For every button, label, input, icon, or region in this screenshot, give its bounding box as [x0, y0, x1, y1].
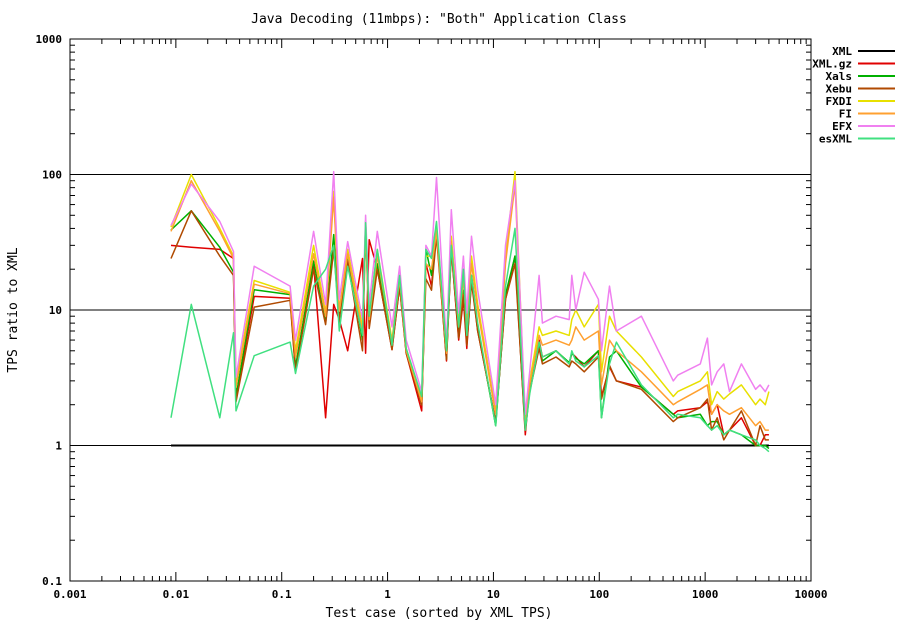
legend-label: EFX: [832, 120, 852, 133]
y-tick-label: 100: [42, 169, 62, 182]
y-tick-label: 1: [55, 440, 62, 453]
legend-label: FI: [839, 108, 852, 121]
legend-label: Xebu: [826, 83, 853, 96]
legend-label: Xals: [826, 70, 853, 83]
x-tick-label: 0.1: [272, 588, 292, 601]
y-tick-label: 0.1: [42, 575, 62, 588]
chart-title: Java Decoding (11mbps): "Both" Applicati…: [251, 12, 627, 27]
y-axis-label: TPS ratio to XML: [6, 247, 21, 372]
x-tick-label: 100: [589, 588, 609, 601]
y-axis-ticks: 0.1 1 10 100 1000: [36, 33, 811, 588]
legend-label: XML: [832, 45, 852, 58]
plot-frame: [69, 38, 812, 582]
x-tick-label: 10: [487, 588, 500, 601]
x-axis-ticks: 0.001 0.01 0.1 1 10 100 1000 10000: [53, 39, 828, 601]
series-line-esxml: [170, 220, 770, 453]
legend-label: esXML: [819, 133, 852, 146]
series-lines: [170, 170, 770, 453]
x-axis-label: Test case (sorted by XML TPS): [326, 606, 553, 621]
legend-label: FXDI: [826, 95, 853, 108]
y-tick-label: 1000: [36, 33, 63, 46]
legend-label: XML.gz: [812, 58, 852, 71]
x-tick-label: 1000: [692, 588, 719, 601]
x-tick-label: 1: [384, 588, 391, 601]
x-tick-label: 0.001: [53, 588, 86, 601]
x-tick-label: 0.01: [163, 588, 190, 601]
series-line-fi: [170, 179, 769, 431]
y-tick-label: 10: [49, 304, 62, 317]
series-line-efx: [170, 170, 770, 416]
x-tick-label: 10000: [794, 588, 827, 601]
